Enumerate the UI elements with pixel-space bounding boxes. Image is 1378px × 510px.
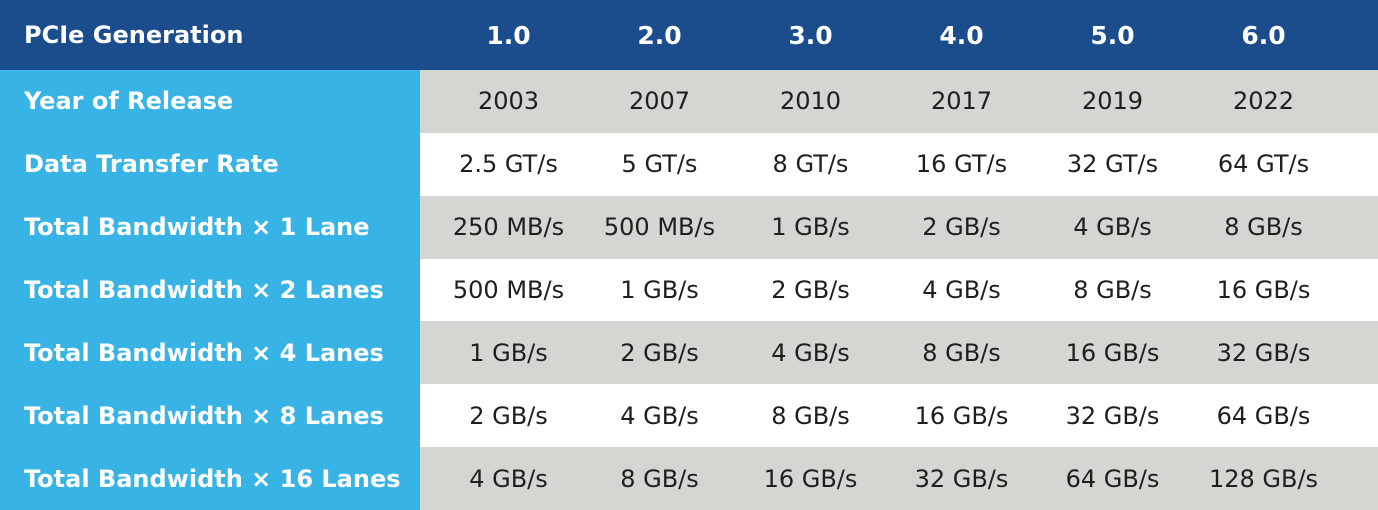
header-cell: 2.0 [637, 20, 682, 50]
table-cell: 16 GB/s [1216, 275, 1311, 304]
table-cell: 2.5 GT/s [459, 150, 558, 179]
row-label: Year of Release [24, 87, 234, 116]
table-cell: 2 GB/s [620, 338, 699, 367]
table-cell: 2007 [628, 87, 691, 116]
table-cell: 2017 [930, 87, 993, 116]
table-cell: 1 GB/s [771, 213, 850, 242]
table-cell: 16 GT/s [915, 150, 1008, 179]
table-cell: 2 GB/s [771, 275, 850, 304]
table-cell: 4 GB/s [469, 464, 548, 493]
table-cell: 2019 [1081, 87, 1144, 116]
table-cell: 32 GB/s [1065, 401, 1160, 430]
table-cell: 1 GB/s [620, 275, 699, 304]
table-cell: 32 GB/s [914, 464, 1009, 493]
table-cell: 128 GB/s [1208, 464, 1319, 493]
header-cell: 3.0 [788, 20, 833, 50]
table-cell: 2010 [779, 87, 842, 116]
header-cell: 5.0 [1090, 20, 1135, 50]
header-label: PCIe Generation [24, 21, 244, 49]
table-cell: 8 GB/s [771, 401, 850, 430]
label-column [0, 70, 420, 510]
table-cell: 2 GB/s [922, 213, 1001, 242]
row-label: Data Transfer Rate [24, 150, 279, 179]
row-label: Total Bandwidth × 4 Lanes [24, 338, 384, 367]
row-label: Total Bandwidth × 8 Lanes [24, 401, 384, 430]
table-cell: 4 GB/s [620, 401, 699, 430]
header-cell: 6.0 [1241, 20, 1286, 50]
table-cell: 500 MB/s [603, 213, 716, 242]
table-cell: 8 GB/s [922, 338, 1001, 367]
table-cell: 2022 [1232, 87, 1295, 116]
table-cell: 8 GB/s [1224, 213, 1303, 242]
table-cell: 16 GB/s [763, 464, 858, 493]
row-label: Total Bandwidth × 2 Lanes [24, 275, 384, 304]
table-cell: 16 GB/s [914, 401, 1009, 430]
table-cell: 2 GB/s [469, 401, 548, 430]
table-cell: 500 MB/s [452, 275, 565, 304]
table-cell: 4 GB/s [771, 338, 850, 367]
table-cell: 2003 [477, 87, 540, 116]
row-label: Total Bandwidth × 16 Lanes [24, 464, 401, 493]
table-cell: 64 GB/s [1216, 401, 1311, 430]
row-label: Total Bandwidth × 1 Lane [24, 213, 370, 242]
table-cell: 4 GB/s [1073, 213, 1152, 242]
table-cell: 5 GT/s [621, 150, 698, 179]
table-cell: 64 GB/s [1065, 464, 1160, 493]
table-cell: 16 GB/s [1065, 338, 1160, 367]
table-cell: 1 GB/s [469, 338, 548, 367]
table-cell: 8 GB/s [1073, 275, 1152, 304]
table-cell: 4 GB/s [922, 275, 1001, 304]
table-cell: 32 GB/s [1216, 338, 1311, 367]
table-cell: 250 MB/s [452, 213, 565, 242]
header-cell: 4.0 [939, 20, 984, 50]
table-cell: 8 GT/s [772, 150, 849, 179]
header-band [0, 0, 1378, 70]
table-cell: 32 GT/s [1066, 150, 1159, 179]
table-cell: 64 GT/s [1217, 150, 1310, 179]
header-cell: 1.0 [486, 20, 531, 50]
table-cell: 8 GB/s [620, 464, 699, 493]
